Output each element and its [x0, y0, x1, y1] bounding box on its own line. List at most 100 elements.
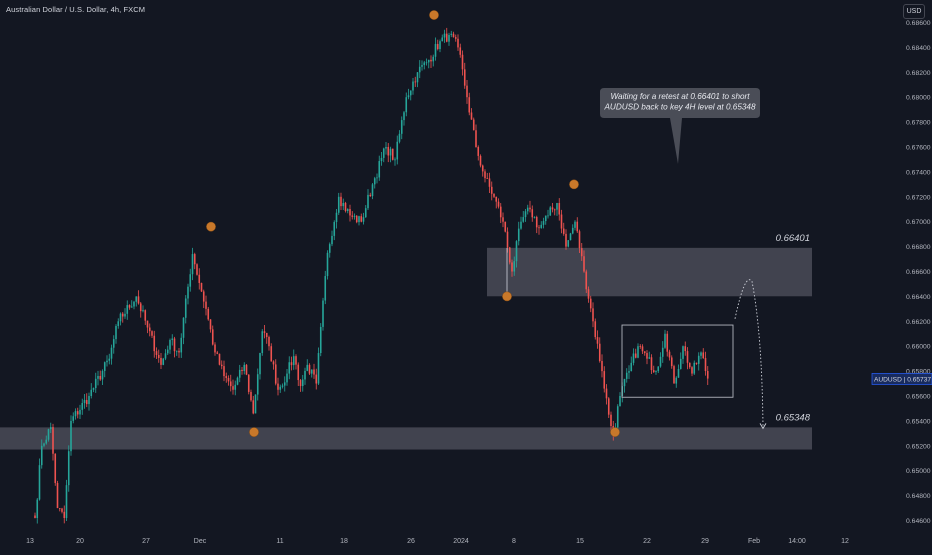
- candle: [245, 364, 248, 376]
- candle: [670, 355, 673, 369]
- swing-marker[interactable]: [569, 179, 579, 190]
- candle: [562, 222, 565, 236]
- candle: [94, 372, 97, 393]
- candle: [227, 375, 230, 386]
- swing-marker[interactable]: [502, 291, 512, 302]
- symbol-title: Australian Dollar / U.S. Dollar, 4h, FXC…: [6, 5, 146, 14]
- consolidation-box[interactable]: [621, 324, 734, 398]
- candle: [146, 320, 149, 334]
- candle: [99, 370, 102, 381]
- candle: [517, 221, 520, 246]
- candle: [299, 378, 302, 392]
- price-tick-label: 0.65600: [906, 394, 931, 401]
- candle: [495, 196, 498, 209]
- candle: [497, 198, 500, 209]
- price-zone-0.66401[interactable]: [487, 247, 812, 297]
- candle: [261, 329, 264, 356]
- level-label: 0.66401: [776, 233, 810, 244]
- candle: [180, 333, 183, 358]
- candle: [371, 182, 374, 200]
- time-tick-label: Dec: [194, 538, 207, 545]
- candle: [592, 302, 594, 328]
- candle: [700, 351, 702, 360]
- candle: [362, 212, 365, 225]
- candle: [97, 370, 99, 386]
- candle: [441, 34, 444, 42]
- candle: [666, 330, 669, 357]
- candle: [214, 342, 216, 356]
- time-tick-label: 12: [841, 538, 849, 545]
- candle: [506, 227, 509, 253]
- candle: [196, 263, 198, 276]
- candle: [193, 252, 196, 270]
- current-price-label: AUDUSD | 0.65737: [874, 376, 931, 383]
- candle: [531, 205, 534, 222]
- candle: [205, 295, 207, 316]
- candle: [630, 356, 633, 372]
- candle: [335, 208, 338, 229]
- candle: [126, 300, 129, 320]
- candle: [83, 393, 86, 409]
- candle: [328, 242, 331, 258]
- candle: [353, 213, 356, 220]
- candle: [520, 216, 522, 230]
- candle: [191, 247, 194, 281]
- price-axis[interactable]: 0.68600 0.68400 0.68200 0.68000 0.67800 0.676…: [871, 20, 932, 525]
- candle: [331, 230, 333, 247]
- candle: [416, 71, 419, 88]
- candle: [646, 350, 648, 365]
- candle: [137, 290, 140, 305]
- candle: [58, 508, 61, 512]
- candle: [243, 362, 246, 375]
- candle: [405, 92, 408, 117]
- candle: [628, 365, 630, 379]
- candle: [286, 368, 288, 386]
- candle: [290, 356, 293, 371]
- candle: [616, 404, 619, 433]
- candle: [67, 445, 70, 492]
- price-zone-0.65348[interactable]: [0, 427, 812, 450]
- candle: [641, 344, 644, 354]
- swing-marker[interactable]: [206, 221, 216, 232]
- swing-marker[interactable]: [249, 427, 259, 437]
- candle: [166, 345, 169, 356]
- price-tick-label: 0.66600: [906, 269, 931, 276]
- candle: [103, 361, 106, 378]
- candle: [342, 198, 345, 211]
- candle: [695, 362, 698, 365]
- candle: [580, 243, 583, 261]
- candle: [139, 301, 142, 318]
- candle: [400, 116, 403, 140]
- candle: [364, 205, 367, 218]
- candle: [277, 377, 279, 396]
- candle: [403, 110, 405, 126]
- time-axis[interactable]: 13 20 27 Dec 11 18 26 2024 8 15 22 29 Feb 14:00 12: [26, 538, 849, 545]
- swing-marker[interactable]: [429, 10, 439, 20]
- candle: [142, 305, 144, 313]
- candle: [360, 213, 363, 223]
- candle: [292, 349, 295, 370]
- price-tick-label: 0.68600: [906, 20, 931, 27]
- candle: [702, 348, 705, 359]
- candle: [448, 32, 450, 46]
- candle: [70, 415, 72, 456]
- candle: [198, 268, 201, 290]
- candle: [574, 220, 576, 231]
- candle: [130, 300, 133, 308]
- candle: [414, 76, 417, 87]
- price-tick-label: 0.68000: [906, 95, 931, 102]
- callout-bubble[interactable]: [600, 88, 760, 164]
- candle: [268, 335, 270, 351]
- time-tick-label: 2024: [453, 538, 469, 545]
- swing-marker[interactable]: [610, 427, 620, 437]
- candle: [610, 411, 612, 432]
- currency-button[interactable]: USD: [903, 4, 925, 19]
- candle: [209, 319, 212, 333]
- candle: [40, 439, 43, 469]
- candle: [308, 363, 311, 375]
- candle: [326, 250, 329, 280]
- candle: [553, 208, 556, 216]
- candle: [445, 27, 448, 43]
- current-price-tag[interactable]: [871, 373, 932, 385]
